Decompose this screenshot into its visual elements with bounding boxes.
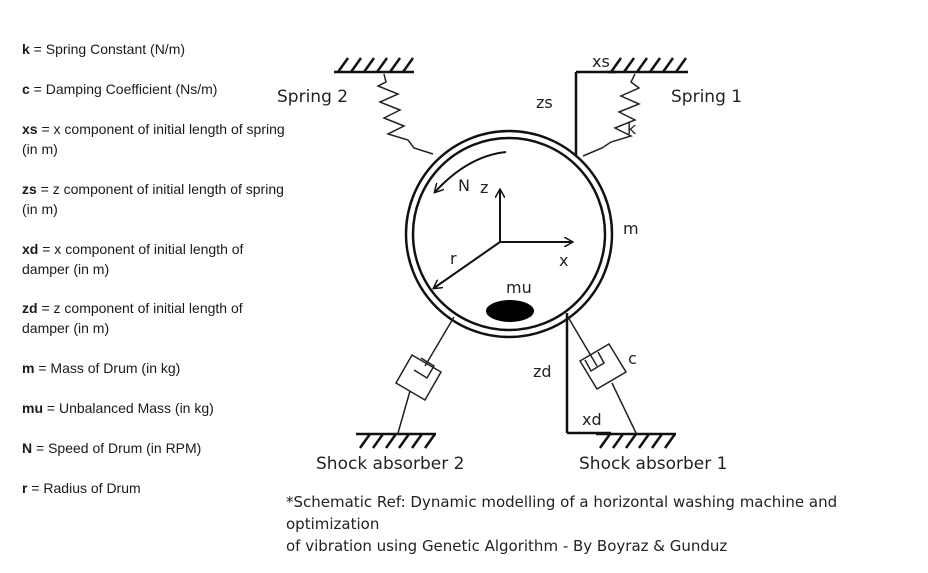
shock-absorber-1-label: Shock absorber 1 [579,454,727,474]
shock-absorber-2-label: Shock absorber 2 [316,454,464,474]
unbalanced-mass [486,300,534,322]
shock-absorber-1 [567,316,637,434]
spring-2 [376,73,434,155]
z-label: z [480,178,488,197]
schematic-reference-caption: *Schematic Ref: Dynamic modelling of a h… [286,491,926,557]
drum-outer [404,129,614,339]
xs-label: xs [592,52,610,71]
m-label: m [623,219,639,238]
c-label: c [628,349,637,368]
spring-1 [582,73,641,157]
legend-item-zs: zs = z component of initial length of sp… [22,181,284,217]
n-label: N [458,176,470,195]
mu-label: mu [506,278,532,297]
ground-bottom-left [356,432,437,449]
xd-label: xd [582,410,602,429]
drum-inner [411,136,607,332]
radius-arrow [434,241,501,288]
ground-bottom-right [596,432,677,449]
k-label: k [627,119,637,138]
legend-item-r: r = Radius of Drum [22,480,141,496]
r-label: r [450,249,457,268]
shock-absorber-2 [394,316,455,434]
legend-item-n: N = Speed of Drum (in RPM) [22,440,202,456]
legend-item-zd: zd = z component of initial length of dam… [22,300,243,336]
ground-top-left [334,57,415,74]
legend-item-xd: xd = x component of initial length of dam… [22,241,244,277]
legend-item-xs: xs = x component of initial length of sp… [22,121,285,157]
legend-item-mu: mu = Unbalanced Mass (in kg) [22,400,214,416]
rotation-arrow [435,151,507,192]
caption-line-1: *Schematic Ref: Dynamic modelling of a h… [286,493,838,533]
zd-label: zd [533,362,552,381]
caption-line-2: of vibration using Genetic Algorithm - B… [286,537,728,555]
spring-1-label: Spring 1 [671,87,742,107]
x-label: x [559,251,568,270]
zs-label: zs [536,93,553,112]
ground-top-right [607,57,688,74]
legend-item-c: c = Damping Coefficient (Ns/m) [22,81,218,97]
legend-item-k: k = Spring Constant (N/m) [22,41,186,57]
spring-2-label: Spring 2 [277,87,348,107]
legend-item-m: m = Mass of Drum (in kg) [22,360,181,376]
